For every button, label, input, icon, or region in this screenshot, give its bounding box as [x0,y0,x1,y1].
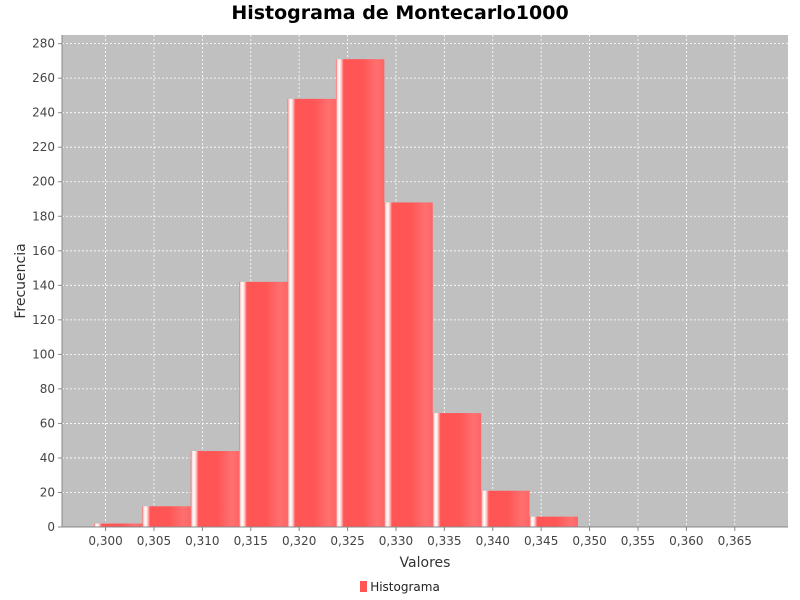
x-tick-label: 0,365 [718,534,752,548]
y-tick-label: 220 [32,140,55,154]
histogram-bar [239,281,288,527]
x-ticks: 0,300 0,305 0,310 0,315 0,320 0,325 0,330 0,335… [88,527,752,548]
x-tick-label: 0,335 [427,534,461,548]
x-tick-label: 0,360 [669,534,703,548]
x-tick-label: 0,300 [88,534,122,548]
y-tick-label: 180 [32,209,55,223]
histogram-bar [529,516,578,527]
x-tick-label: 0,305 [137,534,171,548]
y-tick-label: 80 [40,382,55,396]
grid-lines [62,35,788,527]
y-tick-label: 40 [40,451,55,465]
x-tick-label: 0,330 [379,534,413,548]
histogram-bar [142,506,191,527]
histogram-bar [432,413,482,527]
y-tick-label: 100 [32,347,55,361]
x-tick-label: 0,350 [572,534,606,548]
y-tick-label: 200 [32,175,55,189]
x-tick-label: 0,340 [476,534,510,548]
y-tick-label: 20 [40,485,55,499]
histogram-bar [93,523,143,527]
histogram-bar [190,451,240,527]
x-tick-label: 0,345 [524,534,558,548]
legend-label: Histograma [370,580,440,594]
y-axis-label: Frecuencia [13,243,29,318]
x-tick-label: 0,310 [185,534,219,548]
x-axis-label: Valores [400,555,451,571]
x-tick-label: 0,325 [330,534,364,548]
x-tick-label: 0,320 [282,534,316,548]
y-tick-label: 240 [32,106,55,120]
y-tick-label: 160 [32,244,55,258]
histogram-bars [93,59,578,527]
chart-title: Histograma de Montecarlo1000 [231,2,569,24]
y-tick-label: 280 [32,37,55,51]
y-tick-label: 140 [32,278,55,292]
y-tick-label: 260 [32,71,55,85]
x-tick-label: 0,315 [234,534,268,548]
histogram-bar [335,59,385,527]
y-tick-label: 0 [47,520,55,534]
y-tick-label: 60 [40,416,55,430]
histogram-bar [287,98,336,527]
y-ticks: 0 20 40 60 80 100 120 140 160 180 200 220 240 260 280 [32,37,62,534]
legend-swatch [360,581,368,592]
legend: Histograma [0,580,800,594]
histogram-bar [481,490,530,527]
x-tick-label: 0,355 [621,534,655,548]
histogram-bar [384,202,433,527]
y-tick-label: 120 [32,313,55,327]
